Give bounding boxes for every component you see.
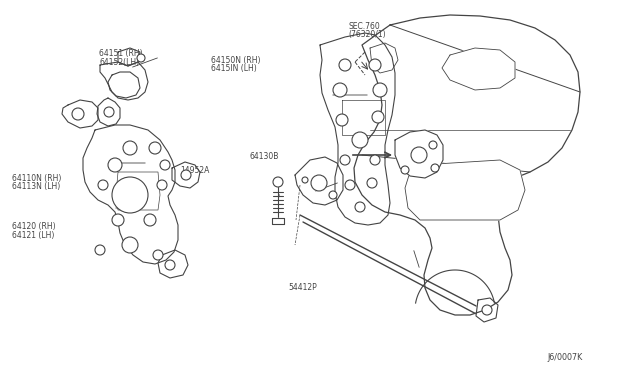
Circle shape xyxy=(144,214,156,226)
Text: (76320/1): (76320/1) xyxy=(349,30,387,39)
Circle shape xyxy=(429,141,437,149)
Text: J6/0007K: J6/0007K xyxy=(547,353,582,362)
Circle shape xyxy=(157,180,167,190)
Circle shape xyxy=(160,160,170,170)
Polygon shape xyxy=(158,250,188,278)
Polygon shape xyxy=(97,98,120,126)
Polygon shape xyxy=(108,72,140,98)
Circle shape xyxy=(336,114,348,126)
Circle shape xyxy=(137,54,145,62)
Polygon shape xyxy=(116,172,160,210)
Circle shape xyxy=(122,237,138,253)
Text: 14952A: 14952A xyxy=(180,166,210,175)
Polygon shape xyxy=(405,160,525,220)
Polygon shape xyxy=(295,157,343,205)
Polygon shape xyxy=(62,100,98,128)
Circle shape xyxy=(411,147,427,163)
Polygon shape xyxy=(172,162,200,188)
Circle shape xyxy=(149,142,161,154)
Circle shape xyxy=(104,107,114,117)
Circle shape xyxy=(373,83,387,97)
Circle shape xyxy=(369,59,381,71)
Circle shape xyxy=(165,260,175,270)
Circle shape xyxy=(302,177,308,183)
Polygon shape xyxy=(476,298,498,322)
Text: SEC.760: SEC.760 xyxy=(349,22,381,31)
Circle shape xyxy=(153,250,163,260)
Circle shape xyxy=(401,166,409,174)
Circle shape xyxy=(333,83,347,97)
Circle shape xyxy=(340,155,350,165)
Polygon shape xyxy=(395,130,443,178)
Text: 64151 (RH): 64151 (RH) xyxy=(99,49,143,58)
Polygon shape xyxy=(272,218,284,224)
Polygon shape xyxy=(442,48,515,90)
Circle shape xyxy=(95,245,105,255)
Circle shape xyxy=(181,170,191,180)
Text: 64113N (LH): 64113N (LH) xyxy=(12,182,60,191)
Circle shape xyxy=(355,202,365,212)
Polygon shape xyxy=(83,125,178,264)
Circle shape xyxy=(273,177,283,187)
Text: 64110N (RH): 64110N (RH) xyxy=(12,174,61,183)
Circle shape xyxy=(339,59,351,71)
Text: 64150N (RH): 64150N (RH) xyxy=(211,56,260,65)
Circle shape xyxy=(123,141,137,155)
Circle shape xyxy=(72,108,84,120)
Text: 54412P: 54412P xyxy=(288,283,317,292)
Circle shape xyxy=(372,111,384,123)
Circle shape xyxy=(370,155,380,165)
Polygon shape xyxy=(342,100,385,135)
Circle shape xyxy=(108,158,122,172)
Circle shape xyxy=(112,177,148,213)
Circle shape xyxy=(352,132,368,148)
Circle shape xyxy=(431,164,439,172)
Circle shape xyxy=(345,180,355,190)
Circle shape xyxy=(112,214,124,226)
Text: 6415IN (LH): 6415IN (LH) xyxy=(211,64,257,73)
Circle shape xyxy=(329,191,337,199)
Circle shape xyxy=(98,180,108,190)
Polygon shape xyxy=(320,33,395,225)
Text: 64121 (LH): 64121 (LH) xyxy=(12,231,54,240)
Circle shape xyxy=(311,175,327,191)
Text: 64120 (RH): 64120 (RH) xyxy=(12,222,55,231)
Polygon shape xyxy=(118,48,140,66)
Polygon shape xyxy=(100,62,148,100)
Circle shape xyxy=(367,178,377,188)
Polygon shape xyxy=(370,43,398,73)
Circle shape xyxy=(482,305,492,315)
Text: 64152(LH): 64152(LH) xyxy=(99,58,140,67)
Text: 64130B: 64130B xyxy=(250,153,279,161)
